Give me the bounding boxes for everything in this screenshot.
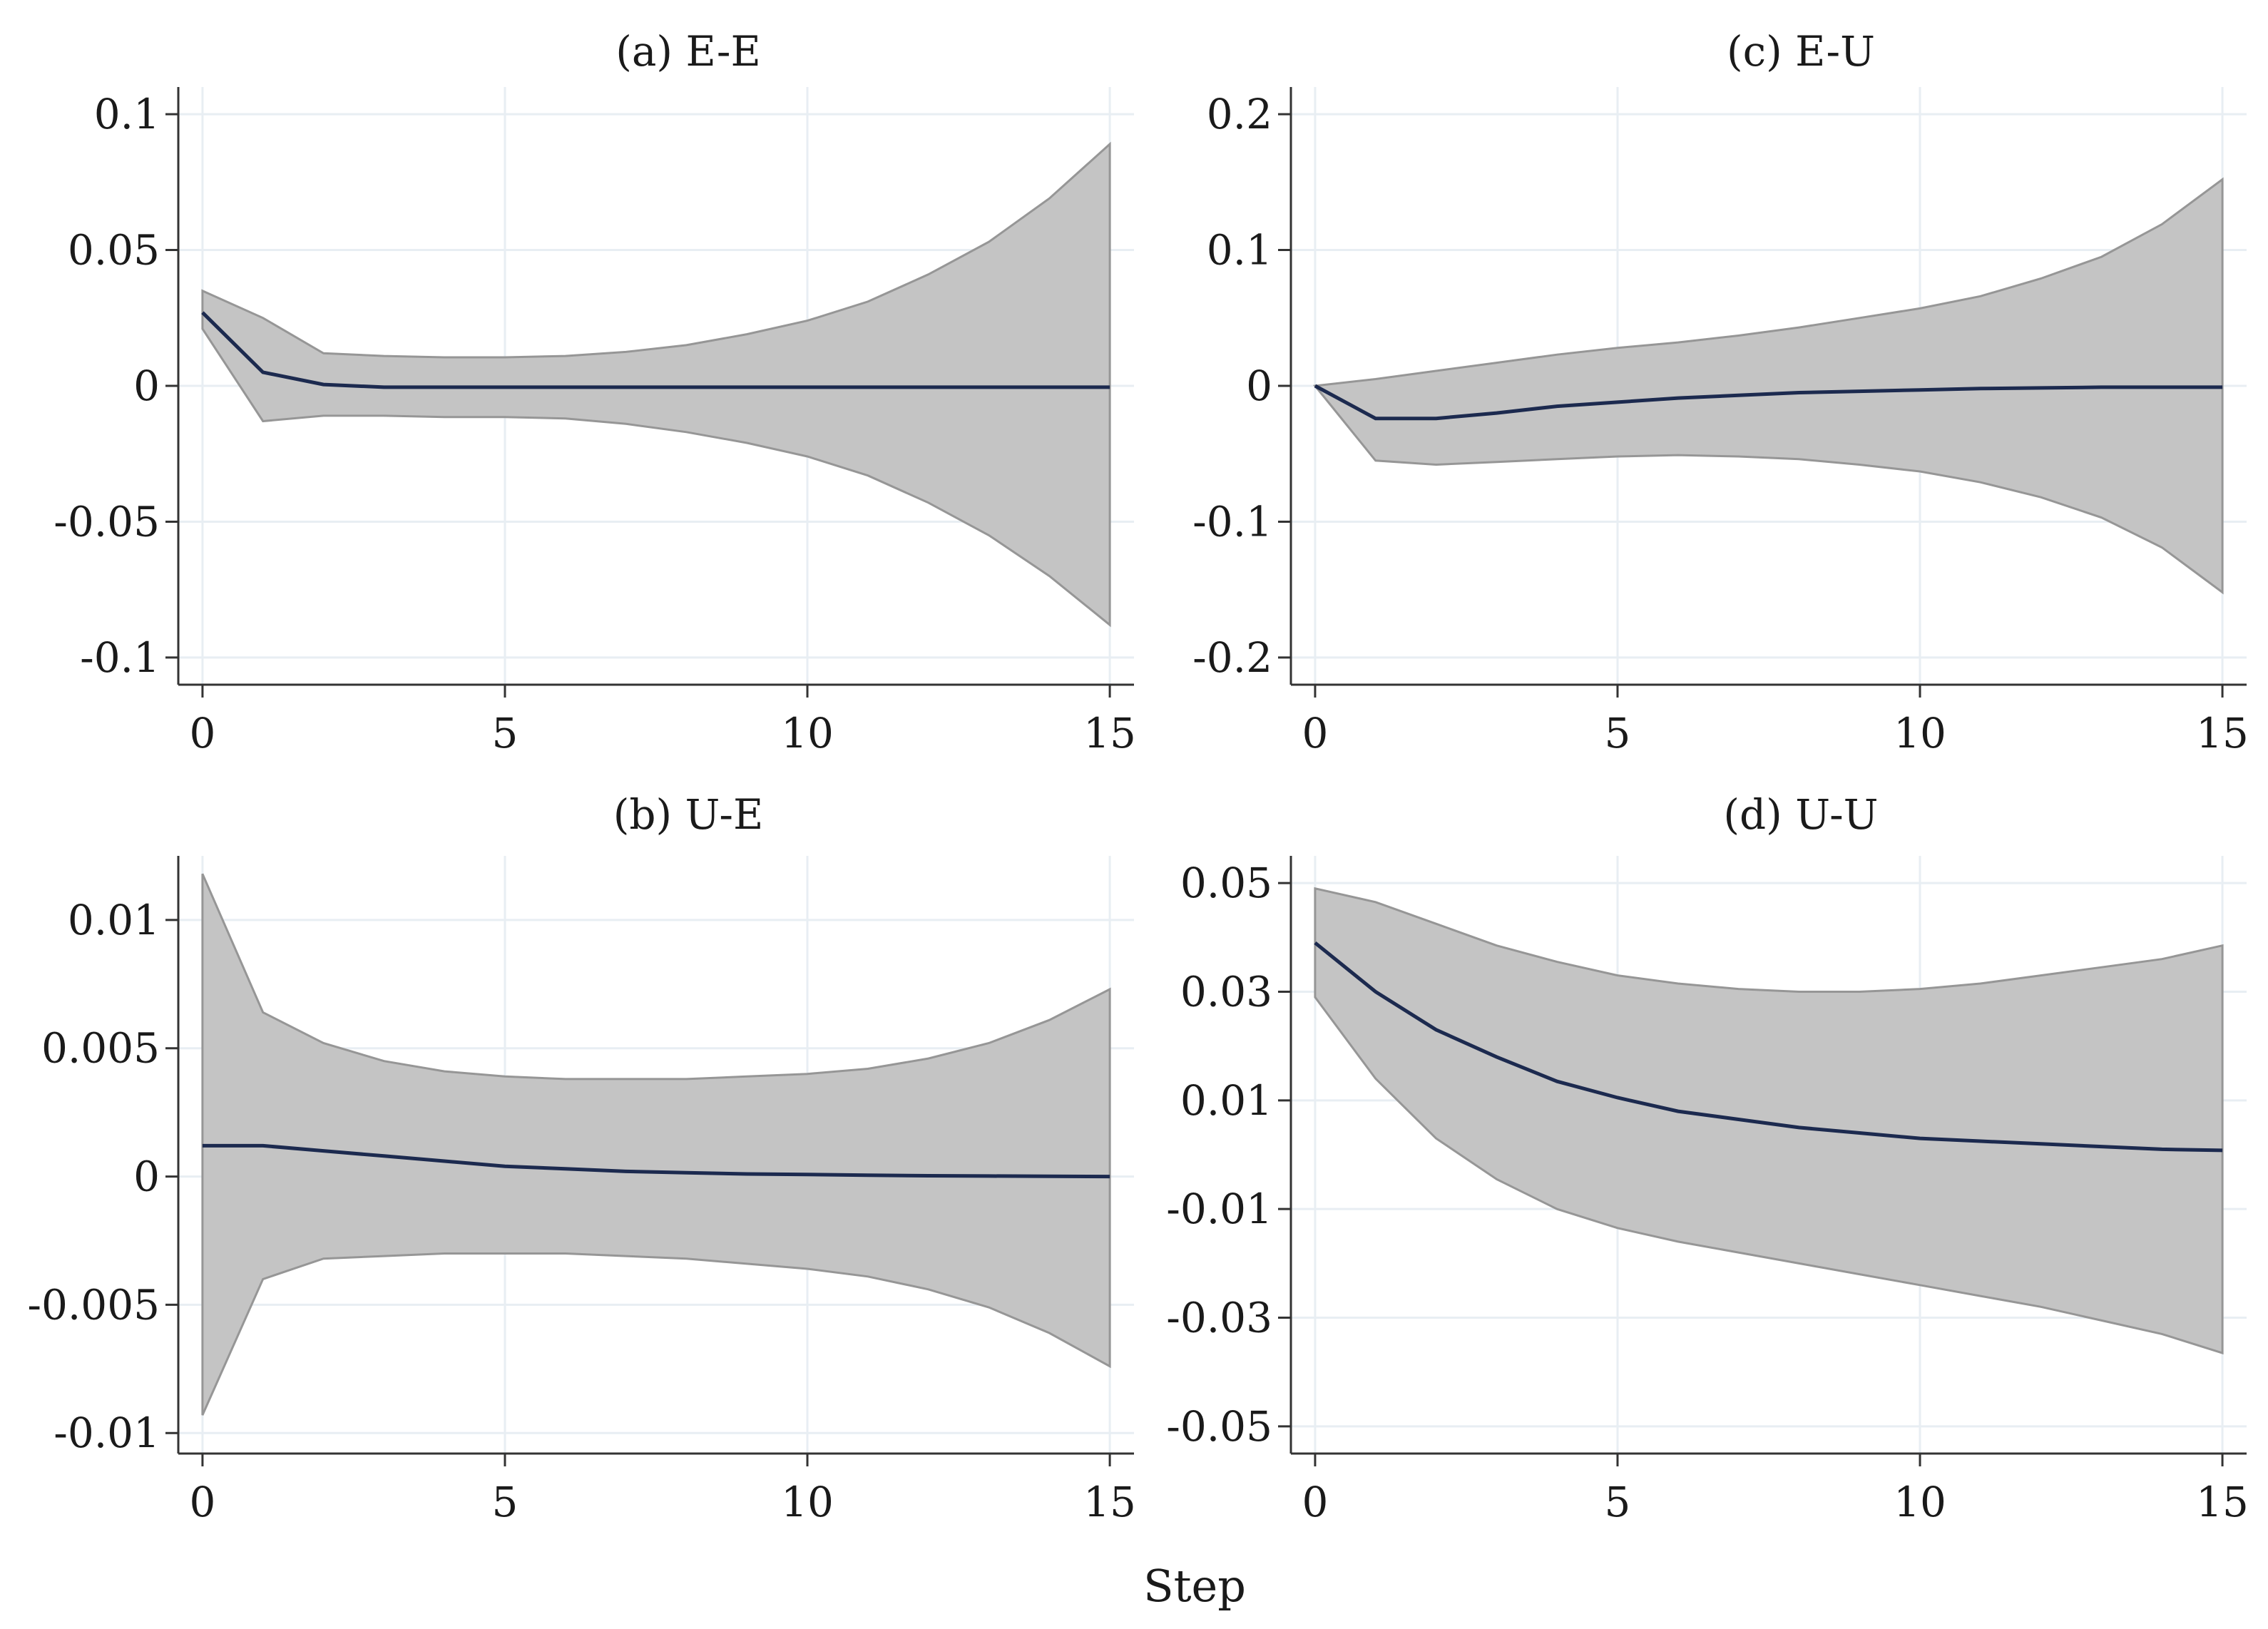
x-tick-label: 5 [492, 709, 519, 757]
panel-ee: (a) E-E 0.1 0.05 0 -0.05 -0.1 0 5 10 15 [53, 27, 1136, 757]
x-tick-label: 5 [492, 1478, 519, 1526]
y-tick-label: 0.03 [1180, 967, 1272, 1016]
x-tick-label: 15 [2196, 709, 2249, 757]
x-tick-label: 15 [1083, 709, 1136, 757]
y-tick-label: 0.005 [41, 1024, 160, 1073]
irf-line [202, 1143, 1110, 1179]
panel-title: (a) E-E [615, 27, 761, 76]
y-tick-label: -0.01 [53, 1409, 160, 1457]
y-tick-label: 0 [1246, 362, 1272, 410]
x-tick-label: 5 [1605, 1478, 1631, 1526]
y-tick-label: 0.1 [1207, 226, 1272, 275]
y-tick-label: -0.01 [1166, 1185, 1272, 1233]
x-tick-label: 0 [189, 1478, 215, 1526]
x-tick-label: 10 [1894, 1478, 1946, 1526]
panel-title: (d) U-U [1723, 790, 1878, 839]
y-tick-label: -0.03 [1166, 1294, 1272, 1342]
x-tick-label: 0 [1302, 1478, 1328, 1526]
y-tick-label: 0.05 [1180, 859, 1272, 907]
y-tick-label: -0.1 [80, 633, 160, 682]
y-tick-label: 0 [133, 362, 160, 410]
irf-line [1314, 941, 2223, 1153]
x-tick-label: 10 [1894, 709, 1946, 757]
panel-ue: (b) U-E 0.01 0.005 0 -0.005 -0.01 0 5 10 15 [27, 790, 1136, 1526]
y-tick-label: -0.2 [1192, 633, 1272, 682]
y-tick-label: -0.005 [27, 1280, 160, 1329]
panel-eu: (c) E-U 0.2 0.1 0 -0.1 -0.2 0 5 10 15 [1192, 27, 2249, 757]
confidence-band [1314, 887, 2224, 1355]
y-tick-label: -0.05 [1166, 1402, 1272, 1451]
panel-title: (b) U-E [613, 790, 764, 839]
panel-uu: (d) U-U 0.05 0.03 0.01 -0.01 -0.03 -0.05 0 5 10 1… [1166, 790, 2249, 1526]
x-tick-label: 10 [781, 1478, 834, 1526]
y-tick-label: 0.05 [68, 226, 160, 275]
x-tick-label: 15 [2196, 1478, 2249, 1526]
irf-line [1314, 384, 2223, 421]
x-tick-label: 5 [1605, 709, 1631, 757]
confidence-band [201, 141, 1111, 628]
y-tick-label: 0.1 [94, 90, 160, 138]
y-tick-label: 0 [133, 1153, 160, 1201]
x-axis-label: Step [1143, 1560, 1246, 1612]
irf-line [201, 311, 1110, 389]
x-tick-label: 0 [1302, 709, 1328, 757]
confidence-band [201, 873, 1111, 1416]
x-tick-label: 15 [1083, 1478, 1136, 1526]
x-tick-label: 10 [781, 709, 834, 757]
y-tick-label: -0.1 [1192, 497, 1272, 546]
y-tick-label: -0.05 [53, 497, 160, 546]
x-tick-label: 0 [189, 709, 215, 757]
y-tick-label: 0.2 [1207, 90, 1272, 138]
panel-title: (c) E-U [1727, 27, 1875, 76]
y-tick-label: 0.01 [1180, 1076, 1272, 1125]
y-tick-label: 0.01 [68, 896, 160, 944]
